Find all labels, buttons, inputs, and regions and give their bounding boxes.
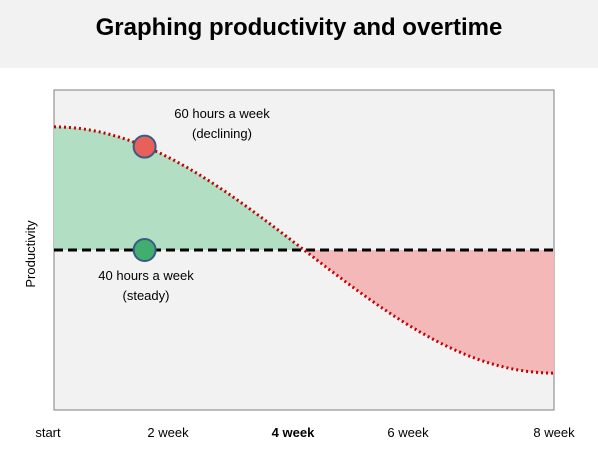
x-tick-label: start <box>35 425 61 440</box>
annotation-60-hours-sub: (declining) <box>192 126 252 141</box>
x-axis-ticks: start 2 week 4 week 6 week 8 week <box>35 425 575 440</box>
x-tick-label: 4 week <box>272 425 315 440</box>
marker-40-hours <box>132 238 157 262</box>
y-axis-label: Productivity <box>23 220 38 288</box>
gain-area <box>54 126 304 250</box>
marker-60-hours <box>132 134 157 159</box>
annotation-60-hours: 60 hours a week <box>174 106 270 121</box>
x-tick-label: 2 week <box>147 425 189 440</box>
loss-area <box>304 250 554 374</box>
x-tick-label: 6 week <box>387 425 429 440</box>
annotation-40-hours: 40 hours a week <box>98 268 194 283</box>
chart-title: Graphing productivity and overtime <box>95 14 503 41</box>
title-band <box>0 0 598 68</box>
x-tick-label: 8 week <box>533 425 575 440</box>
annotation-40-hours-sub: (steady) <box>123 288 170 303</box>
